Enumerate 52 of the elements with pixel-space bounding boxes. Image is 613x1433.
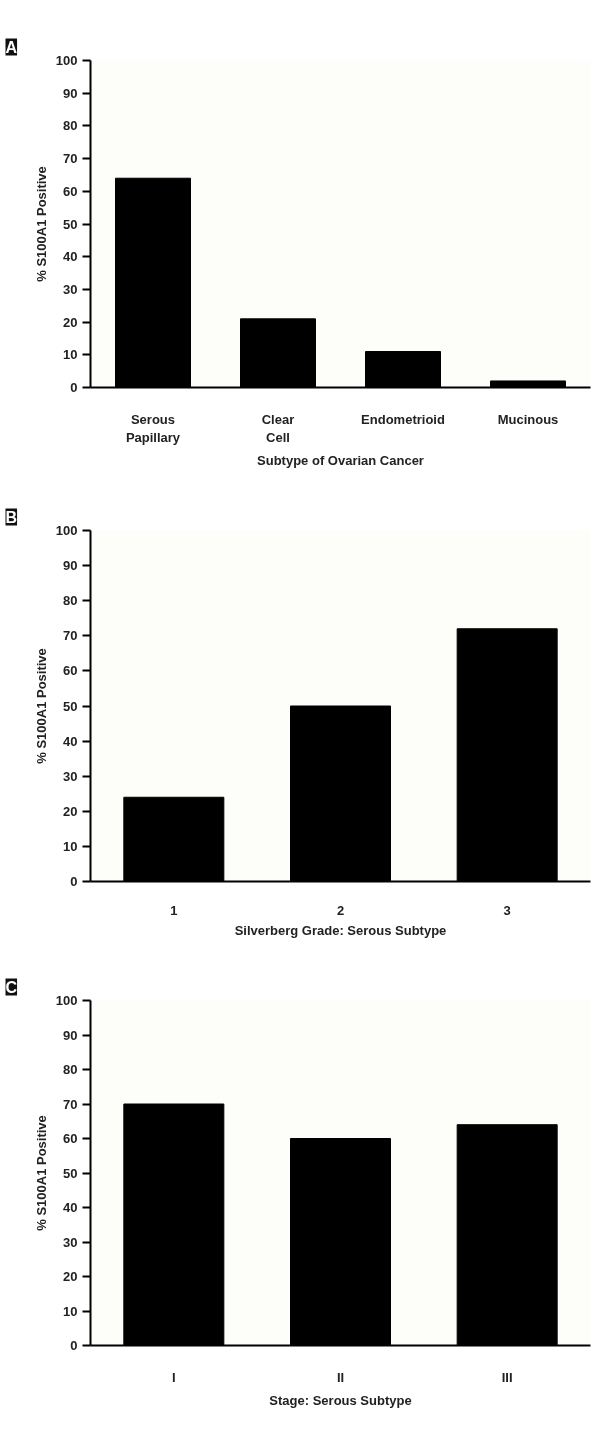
y-tick-label: 50 — [63, 698, 78, 714]
y-tick-label: 20 — [63, 803, 78, 819]
y-tick-label: 30 — [63, 768, 78, 784]
y-tick-label: 80 — [63, 1062, 78, 1077]
x-tick-label: 2 — [336, 902, 345, 918]
y-tick-label: 60 — [63, 183, 78, 199]
x-axis-title: Subtype of Ovarian Cancer — [257, 452, 424, 468]
y-tick-label: 10 — [63, 1303, 78, 1319]
x-tick-label: III — [501, 1369, 513, 1385]
x-tick-label: II — [336, 1369, 345, 1385]
y-tick-label: 100 — [55, 523, 78, 538]
y-tick-label: 100 — [55, 993, 78, 1008]
y-tick-label: 50 — [63, 1165, 78, 1181]
y-tick-label: 20 — [63, 314, 78, 330]
y-tick-label: 70 — [63, 628, 78, 644]
y-tick-label: 40 — [63, 733, 78, 749]
x-axis-title: Silverberg Grade: Serous Subtype — [234, 922, 447, 938]
y-tick-label: 100 — [55, 53, 78, 68]
x-tick-label: I — [172, 1369, 176, 1385]
x-tick-label: Mucinous — [497, 411, 559, 427]
y-tick-label: 40 — [63, 1200, 78, 1215]
x-tick-label: 1 — [170, 902, 178, 918]
y-tick-label: 0 — [70, 380, 78, 395]
y-tick-label: 20 — [63, 1269, 78, 1284]
y-tick-label: 80 — [63, 593, 78, 609]
y-tick-label: 0 — [70, 1338, 78, 1353]
x-axis-title: Stage: Serous Subtype — [269, 1392, 412, 1408]
y-tick-label: 0 — [70, 874, 78, 889]
y-axis-title: % S100A1 Positive — [33, 648, 49, 764]
x-tick-label: Clear Cell — [261, 411, 295, 445]
chart-title: C — [5, 978, 18, 996]
y-axis-title: % S100A1 Positive — [33, 1115, 49, 1231]
x-tick-label: 3 — [503, 902, 511, 918]
y-tick-label: 60 — [63, 663, 78, 679]
y-tick-label: 40 — [63, 249, 78, 265]
y-tick-label: 50 — [63, 216, 78, 232]
y-tick-label: 90 — [63, 1027, 78, 1043]
y-axis-title: % S100A1 Positive — [33, 166, 49, 282]
y-tick-label: 60 — [63, 1131, 78, 1146]
y-tick-label: 10 — [63, 838, 78, 854]
y-tick-label: 90 — [63, 558, 78, 574]
y-tick-label: 10 — [63, 347, 78, 363]
chart-title: B — [5, 508, 18, 526]
y-tick-label: 70 — [63, 151, 78, 167]
y-tick-label: 70 — [63, 1096, 78, 1112]
x-tick-label: Serous Papillary — [125, 411, 181, 445]
y-tick-label: 80 — [63, 118, 78, 134]
y-tick-label: 90 — [63, 85, 78, 101]
y-tick-label: 30 — [63, 281, 78, 297]
x-tick-label: Endometrioid — [361, 411, 445, 427]
y-tick-label: 30 — [63, 1234, 78, 1250]
chart-title: A — [5, 38, 18, 56]
